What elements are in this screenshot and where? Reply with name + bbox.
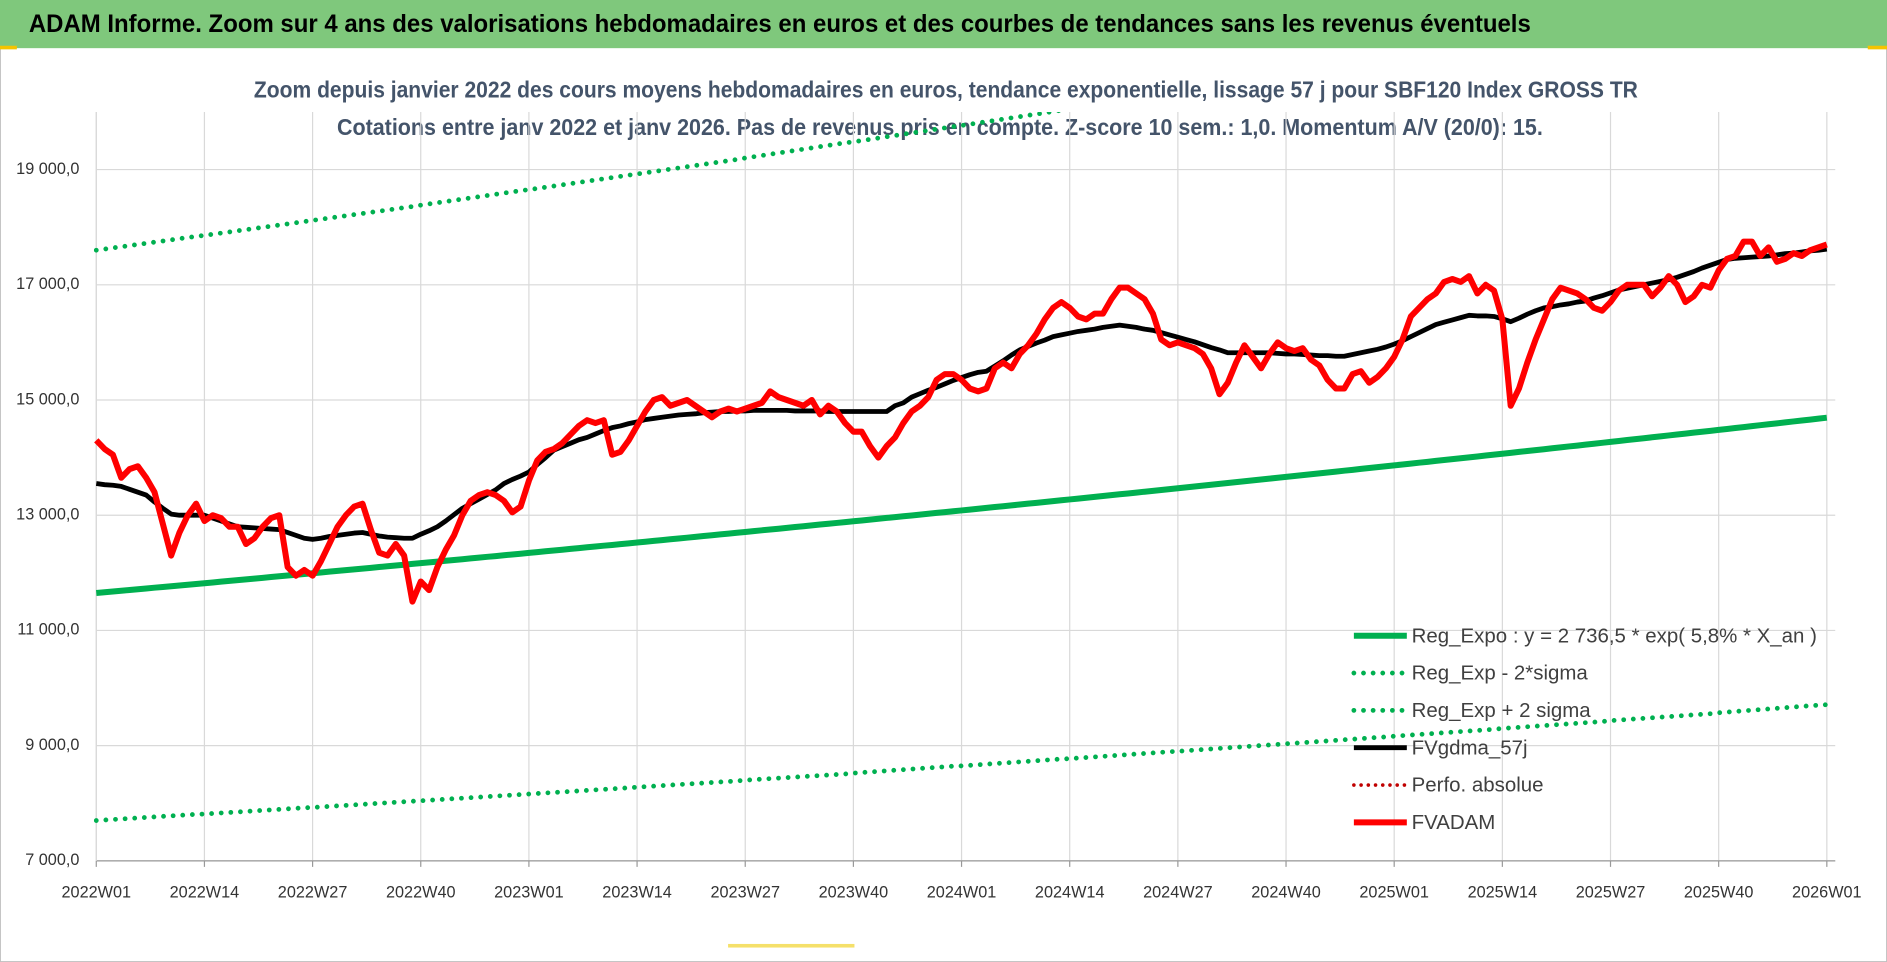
grid: 7 000,0 9 000,0 11 000,0 13 000,0 15 000,0 17… <box>16 111 1862 902</box>
y-tick-label: 9 000,0 <box>25 736 79 754</box>
legend-label: FVADAM <box>1412 811 1496 834</box>
banner-title: ADAM Informe. Zoom sur 4 ans des valoris… <box>29 10 1531 38</box>
corner-mark <box>728 943 855 948</box>
legend-label: Perfo. absolue <box>1412 774 1544 797</box>
x-tick-label: 2025W01 <box>1359 884 1429 902</box>
chart-subtitle: Cotations entre janv 2022 et janv 2026. … <box>337 114 1543 140</box>
legend-label: Reg_Exp + 2 sigma <box>1412 699 1592 722</box>
y-tick-label: 17 000,0 <box>16 275 79 293</box>
x-tick-label: 2024W14 <box>1035 884 1105 902</box>
plot <box>93 111 1830 823</box>
corner-mark <box>1867 45 1887 50</box>
y-tick-label: 19 000,0 <box>16 160 79 178</box>
x-tick-label: 2025W27 <box>1576 884 1646 902</box>
x-tick-label: 2023W27 <box>710 884 780 902</box>
x-tick-label: 2024W01 <box>927 884 997 902</box>
series-line <box>93 702 1830 823</box>
series-line <box>93 111 1067 253</box>
x-tick-label: 2025W40 <box>1684 884 1754 902</box>
y-tick-label: 11 000,0 <box>17 621 79 639</box>
series-line <box>94 238 1828 605</box>
x-tick-label: 2023W40 <box>819 884 889 902</box>
x-tick-label: 2024W27 <box>1143 884 1213 902</box>
x-tick-label: 2022W01 <box>62 884 132 902</box>
x-tick-label: 2023W01 <box>494 884 564 902</box>
y-tick-label: 7 000,0 <box>25 851 79 869</box>
legend: Reg_Expo : y = 2 736,5 * exp( 5,8% * X_a… <box>1351 624 1817 834</box>
x-tick-label: 2025W14 <box>1468 884 1538 902</box>
x-tick-label: 2026W01 <box>1792 884 1862 902</box>
x-tick-label: 2024W40 <box>1251 884 1321 902</box>
legend-label: FVgdma_57j <box>1412 736 1528 759</box>
x-tick-label: 2022W40 <box>386 884 456 902</box>
chart-title: Zoom depuis janvier 2022 des cours moyen… <box>254 77 1638 103</box>
x-tick-label: 2022W27 <box>278 884 348 902</box>
legend-label: Reg_Expo : y = 2 736,5 * exp( 5,8% * X_a… <box>1412 624 1817 647</box>
banner <box>0 0 1887 49</box>
series-line <box>96 414 1828 596</box>
y-tick-label: 13 000,0 <box>16 506 79 524</box>
x-tick-label: 2022W14 <box>170 884 240 902</box>
corner-mark <box>0 45 17 50</box>
x-tick-label: 2023W14 <box>602 884 672 902</box>
y-tick-label: 15 000,0 <box>16 390 79 408</box>
legend-label: Reg_Exp - 2*sigma <box>1412 662 1589 685</box>
